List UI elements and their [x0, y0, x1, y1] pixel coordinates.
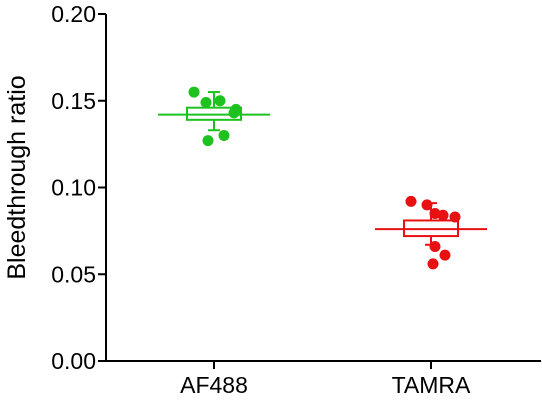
x-axis-ticks: AF488 TAMRA [180, 361, 471, 398]
y-axis-ticks: 0.00 0.05 0.10 0.15 0.20 [51, 1, 106, 374]
tamra-data-point [437, 209, 449, 221]
af488-data-point [200, 96, 212, 108]
x-tick-label-tamra: TAMRA [392, 372, 471, 398]
af488-data-point [202, 135, 214, 147]
y-axis-title: Bleedthrough ratio [3, 75, 31, 279]
tamra-data-point [421, 199, 433, 211]
af488-data-point [230, 103, 242, 115]
y-tick-label: 0.00 [51, 348, 96, 374]
tamra-data-point [405, 195, 417, 207]
box-plots [158, 91, 487, 246]
y-tick-label: 0.10 [51, 175, 96, 201]
tamra-data-point [439, 249, 451, 261]
tamra-data-point [449, 211, 461, 223]
y-tick-label: 0.15 [51, 88, 96, 114]
af488-data-point [214, 95, 226, 107]
af488-data-point [188, 86, 200, 98]
x-tick-label-af488: AF488 [180, 372, 248, 398]
y-tick-label: 0.20 [51, 1, 96, 27]
tamra-data-point [427, 258, 439, 270]
af488-data-point [218, 129, 230, 141]
data-points [188, 86, 461, 270]
y-tick-label: 0.05 [51, 261, 96, 287]
tamra-data-point [429, 240, 441, 252]
